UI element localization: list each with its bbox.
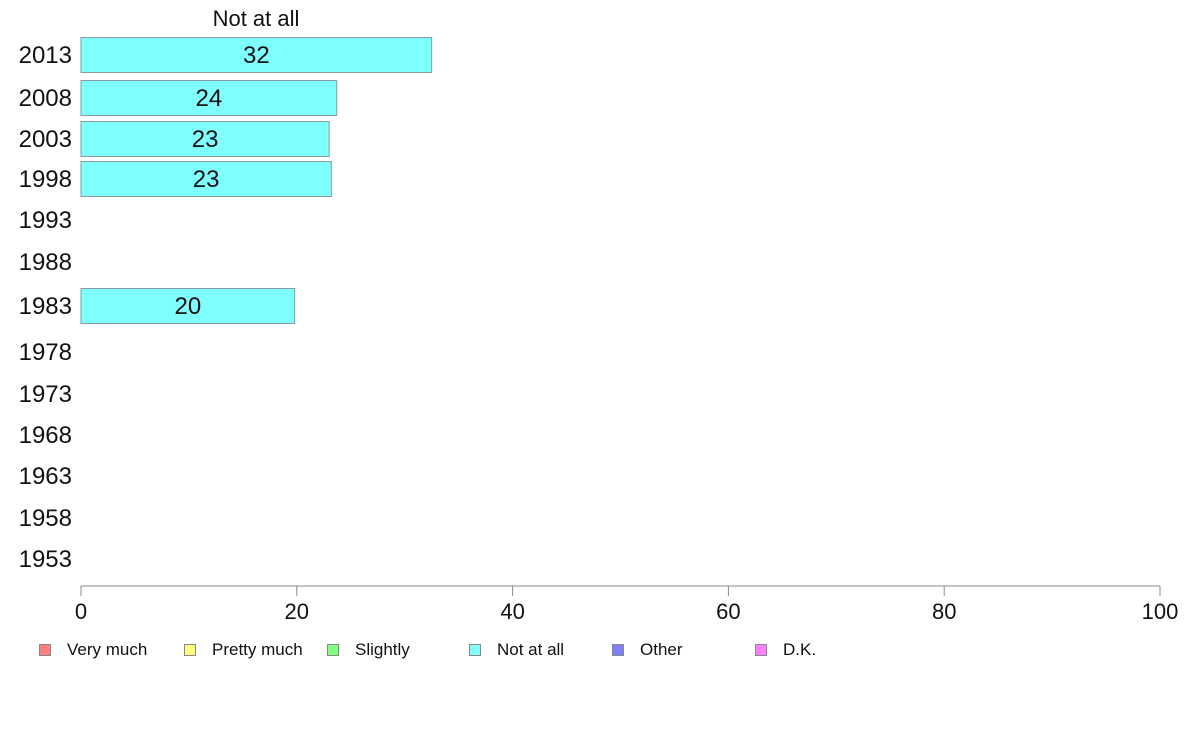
chart-title: Not at all xyxy=(213,6,300,31)
x-tick-label-80: 80 xyxy=(932,599,956,624)
x-tick-label-60: 60 xyxy=(716,599,740,624)
legend-swatch xyxy=(327,644,339,656)
legend-swatch xyxy=(39,644,51,656)
y-tick-label-1998: 1998 xyxy=(19,166,72,193)
y-tick-label-1953: 1953 xyxy=(19,546,72,573)
bar-2008 xyxy=(80,80,338,116)
x-tick-label-20: 20 xyxy=(285,599,309,624)
y-axis-labels: 2013 2008 2003 1998 1993 1988 1983 1978 1973 1968… xyxy=(19,42,72,573)
legend-item: Not at all xyxy=(469,638,564,662)
legend-swatch xyxy=(755,644,767,656)
bar-value-label-2008: 24 xyxy=(196,85,223,112)
legend-label: Very much xyxy=(67,640,148,659)
x-tick-label-40: 40 xyxy=(500,599,524,624)
legend: Very much Pretty much Slightly Not at all Ot… xyxy=(0,638,1188,662)
y-tick-label-1973: 1973 xyxy=(19,381,72,408)
bar-value-label-2013: 32 xyxy=(243,42,270,69)
bar-value-label-1983: 20 xyxy=(174,293,201,320)
y-tick-label-2013: 2013 xyxy=(19,42,72,69)
chart: Not at all 2013 2008 2003 1998 1993 1988 1983 1… xyxy=(19,6,1179,624)
y-tick-label-1963: 1963 xyxy=(19,463,72,490)
x-axis: 0 20 40 60 80 100 xyxy=(75,585,1179,624)
legend-label: Slightly xyxy=(355,640,410,659)
legend-item: Other xyxy=(612,638,683,662)
bar-1998 xyxy=(80,161,332,197)
y-tick-label-1958: 1958 xyxy=(19,505,72,532)
y-tick-label-1978: 1978 xyxy=(19,339,72,366)
y-tick-label-2003: 2003 xyxy=(19,126,72,153)
legend-swatch xyxy=(469,644,481,656)
legend-label: Other xyxy=(640,640,683,659)
bar-2003 xyxy=(80,121,330,157)
legend-swatch xyxy=(184,644,196,656)
y-tick-label-1993: 1993 xyxy=(19,207,72,234)
bar-value-label-2003: 23 xyxy=(192,126,219,153)
x-tick-label-0: 0 xyxy=(75,599,87,624)
bars: 32 24 23 23 20 xyxy=(80,37,433,324)
legend-item: Pretty much xyxy=(184,638,303,662)
y-tick-label-1968: 1968 xyxy=(19,422,72,449)
legend-label: Not at all xyxy=(497,640,565,659)
legend-label: Pretty much xyxy=(212,640,303,659)
bar-value-label-1998: 23 xyxy=(193,166,220,193)
x-tick-label-100: 100 xyxy=(1142,599,1179,624)
legend-swatch xyxy=(612,644,624,656)
y-tick-label-1983: 1983 xyxy=(19,293,72,320)
y-tick-label-1988: 1988 xyxy=(19,249,72,276)
bar-2013 xyxy=(80,37,433,73)
legend-item: Very much xyxy=(39,638,147,662)
legend-label: D.K. xyxy=(783,640,817,659)
legend-item: Slightly xyxy=(327,638,410,662)
legend-item: D.K. xyxy=(755,638,816,662)
y-tick-label-2008: 2008 xyxy=(19,85,72,112)
bar-1983 xyxy=(80,288,296,324)
